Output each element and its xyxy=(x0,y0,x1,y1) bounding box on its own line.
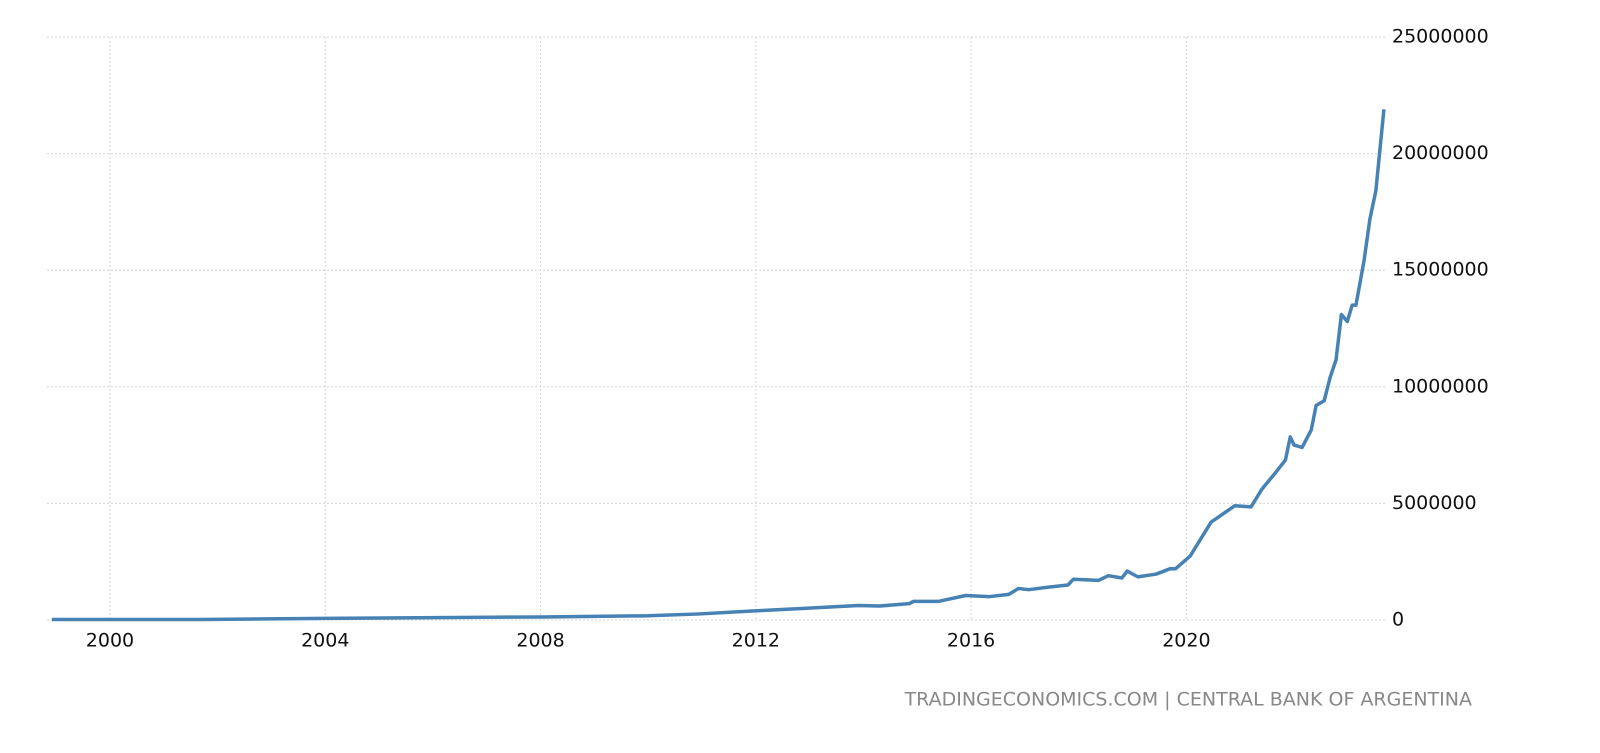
x-tick-label: 2008 xyxy=(516,630,564,652)
x-tick-label: 2012 xyxy=(732,630,780,652)
x-tick-label: 2016 xyxy=(947,630,995,652)
y-tick-label: 10000000 xyxy=(1392,375,1489,397)
x-tick-label: 2004 xyxy=(301,630,349,652)
y-tick-label: 5000000 xyxy=(1392,492,1477,514)
y-tick-label: 20000000 xyxy=(1392,142,1489,164)
y-tick-label: 15000000 xyxy=(1392,259,1489,281)
data-line xyxy=(51,109,1386,622)
x-tick-label: 2020 xyxy=(1162,630,1210,652)
x-tick-label: 2000 xyxy=(86,630,134,652)
y-tick-label: 0 xyxy=(1392,609,1404,631)
y-tick-label: 25000000 xyxy=(1392,26,1489,48)
source-note: TRADINGECONOMICS.COM | CENTRAL BANK OF A… xyxy=(904,689,1472,711)
